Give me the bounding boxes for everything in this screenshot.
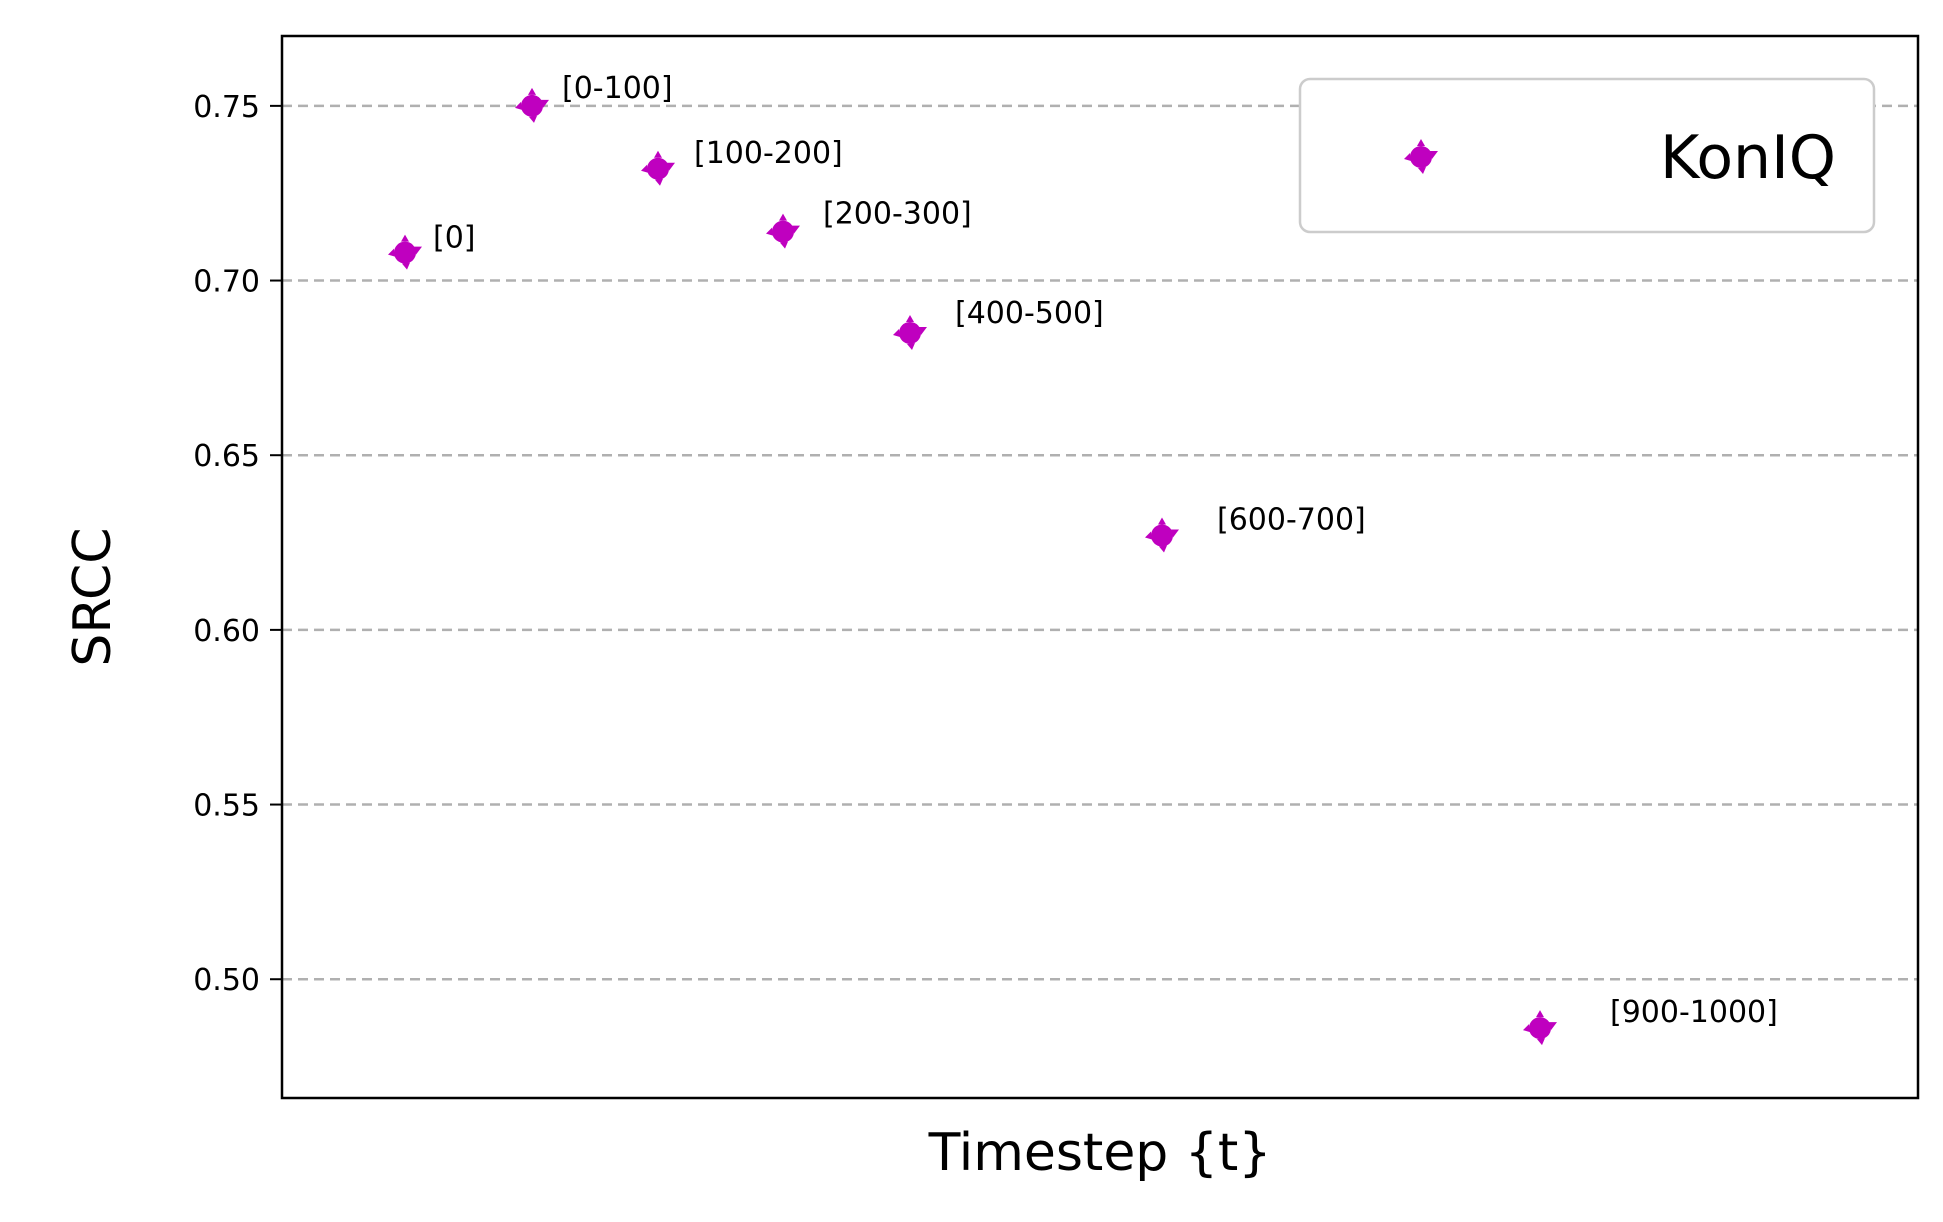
data-point-label: [200-300] xyxy=(823,197,972,232)
data-point-label: [0-100] xyxy=(562,71,673,106)
legend-marker-koniq xyxy=(1404,139,1438,174)
y-tick-label: 0.75 xyxy=(193,90,260,125)
data-point-label: [0] xyxy=(433,221,476,256)
legend-label-koniq: KonIQ xyxy=(1660,123,1836,193)
data-point xyxy=(893,314,927,350)
y-tick-label: 0.60 xyxy=(193,614,260,649)
data-point xyxy=(1523,1010,1557,1046)
data-point xyxy=(515,87,549,123)
y-axis-ticks: 0.50 0.55 0.60 0.65 0.70 0.75 xyxy=(193,90,282,998)
y-tick-label: 0.65 xyxy=(193,439,260,474)
legend-marker-symbol xyxy=(1404,139,1438,174)
y-axis-title: SRCC xyxy=(63,527,123,666)
y-tick-label: 0.50 xyxy=(193,963,260,998)
data-point-label: [600-700] xyxy=(1217,503,1366,538)
x-axis-title: Timestep {t} xyxy=(928,1123,1272,1183)
plot-frame xyxy=(280,34,1920,1100)
data-point xyxy=(766,213,800,249)
data-points xyxy=(388,87,1557,1046)
point-labels: [0] [0-100] [100-200] [200-300] [400-500] [60… xyxy=(433,71,1778,1030)
data-point-label: [400-500] xyxy=(955,296,1104,331)
data-point-label: [900-1000] xyxy=(1610,995,1778,1030)
data-point xyxy=(641,150,675,186)
y-tick-label: 0.55 xyxy=(193,789,260,824)
legend-box xyxy=(1298,77,1876,234)
data-point xyxy=(1145,517,1179,553)
legend: KonIQ xyxy=(1298,77,1876,234)
data-point-label: [100-200] xyxy=(694,136,843,171)
data-point xyxy=(388,234,422,270)
y-tick-label: 0.70 xyxy=(193,265,260,300)
